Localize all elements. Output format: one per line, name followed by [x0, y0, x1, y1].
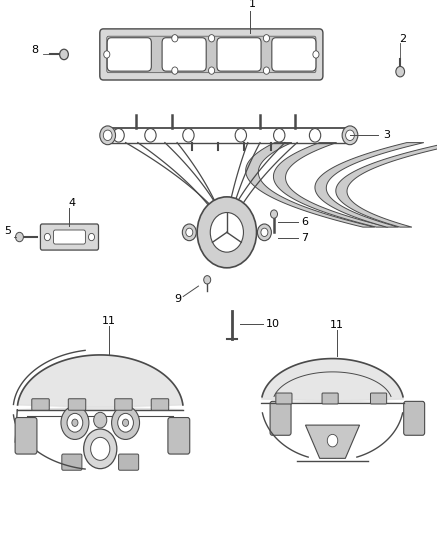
- Text: 5: 5: [5, 226, 12, 236]
- FancyBboxPatch shape: [40, 224, 99, 250]
- Circle shape: [346, 130, 354, 141]
- Circle shape: [118, 414, 134, 432]
- FancyBboxPatch shape: [272, 38, 316, 71]
- Text: 7: 7: [301, 232, 308, 243]
- Circle shape: [72, 419, 78, 426]
- Circle shape: [208, 35, 215, 42]
- Circle shape: [313, 51, 319, 58]
- Circle shape: [182, 224, 196, 241]
- Circle shape: [258, 224, 272, 241]
- Circle shape: [94, 413, 107, 428]
- Circle shape: [84, 429, 117, 469]
- Circle shape: [104, 51, 110, 58]
- Text: 1: 1: [249, 0, 256, 10]
- Circle shape: [183, 128, 194, 142]
- FancyBboxPatch shape: [270, 401, 291, 435]
- Circle shape: [235, 128, 247, 142]
- FancyBboxPatch shape: [53, 230, 85, 244]
- Circle shape: [172, 67, 178, 74]
- FancyBboxPatch shape: [276, 393, 292, 404]
- Text: 3: 3: [383, 130, 390, 140]
- Circle shape: [261, 228, 268, 237]
- FancyBboxPatch shape: [217, 38, 261, 71]
- Circle shape: [342, 126, 358, 144]
- Circle shape: [88, 233, 95, 241]
- Circle shape: [113, 128, 124, 142]
- FancyBboxPatch shape: [168, 417, 190, 454]
- FancyBboxPatch shape: [162, 38, 206, 71]
- Circle shape: [208, 67, 215, 74]
- FancyBboxPatch shape: [68, 399, 86, 410]
- Circle shape: [91, 438, 110, 461]
- Circle shape: [103, 130, 112, 141]
- Circle shape: [74, 402, 80, 408]
- Circle shape: [15, 232, 23, 242]
- FancyBboxPatch shape: [322, 393, 338, 404]
- Circle shape: [327, 434, 338, 447]
- Text: 11: 11: [102, 316, 116, 326]
- FancyBboxPatch shape: [115, 399, 132, 410]
- Circle shape: [38, 402, 43, 408]
- Polygon shape: [336, 143, 438, 227]
- Circle shape: [274, 128, 285, 142]
- Circle shape: [263, 67, 269, 74]
- Polygon shape: [17, 355, 183, 410]
- Circle shape: [172, 35, 178, 42]
- Circle shape: [157, 402, 162, 408]
- Circle shape: [263, 35, 269, 42]
- Circle shape: [44, 233, 50, 241]
- Circle shape: [121, 402, 126, 408]
- Circle shape: [100, 126, 116, 144]
- Polygon shape: [305, 425, 360, 458]
- Circle shape: [197, 197, 257, 268]
- Polygon shape: [315, 143, 424, 227]
- FancyBboxPatch shape: [119, 454, 139, 470]
- FancyBboxPatch shape: [107, 36, 316, 72]
- Circle shape: [60, 49, 68, 60]
- Text: 8: 8: [32, 45, 39, 55]
- Text: 9: 9: [174, 294, 181, 304]
- FancyBboxPatch shape: [107, 38, 151, 71]
- Text: 6: 6: [301, 217, 308, 227]
- FancyBboxPatch shape: [100, 29, 323, 80]
- FancyBboxPatch shape: [404, 401, 425, 435]
- Text: 2: 2: [399, 34, 406, 44]
- Text: 11: 11: [330, 320, 344, 330]
- Polygon shape: [246, 143, 375, 227]
- Circle shape: [309, 128, 321, 142]
- Polygon shape: [273, 143, 388, 227]
- Circle shape: [67, 414, 83, 432]
- Circle shape: [186, 228, 193, 237]
- FancyBboxPatch shape: [151, 399, 169, 410]
- Text: 4: 4: [68, 198, 75, 207]
- Circle shape: [204, 276, 211, 284]
- Polygon shape: [261, 359, 404, 403]
- Circle shape: [271, 210, 278, 218]
- Circle shape: [210, 213, 244, 252]
- Circle shape: [145, 128, 156, 142]
- FancyBboxPatch shape: [32, 399, 49, 410]
- Circle shape: [61, 406, 89, 439]
- Text: 10: 10: [266, 319, 280, 329]
- FancyBboxPatch shape: [62, 454, 82, 470]
- Circle shape: [123, 419, 129, 426]
- Circle shape: [396, 67, 405, 77]
- FancyBboxPatch shape: [15, 417, 37, 454]
- FancyBboxPatch shape: [371, 393, 387, 404]
- Circle shape: [112, 406, 140, 439]
